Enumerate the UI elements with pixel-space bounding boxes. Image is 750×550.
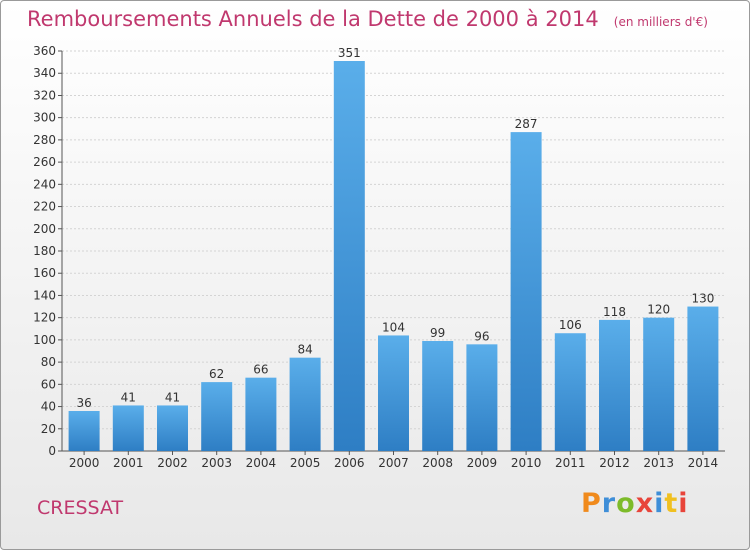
y-tick-label: 340 — [33, 66, 56, 80]
y-tick-label: 240 — [33, 177, 56, 191]
bar-2003 — [201, 382, 233, 451]
bar-2013 — [643, 317, 675, 451]
value-label-2012: 118 — [603, 305, 626, 319]
x-tick-label-2013: 2013 — [643, 456, 674, 470]
value-label-2005: 84 — [297, 343, 312, 357]
bar-2006 — [333, 61, 365, 451]
chart-unit: (en milliers d'€) — [613, 15, 708, 29]
proxiti-logo: Proxiti — [581, 488, 689, 519]
bar-2007 — [378, 335, 409, 451]
x-tick-label-2006: 2006 — [334, 456, 365, 470]
x-tick-label-2012: 2012 — [599, 456, 630, 470]
y-tick-label: 260 — [33, 155, 56, 169]
y-tick-label: 140 — [33, 288, 56, 302]
y-tick-label: 0 — [48, 444, 56, 458]
logo-letter: o — [616, 488, 636, 519]
x-tick-label-2001: 2001 — [113, 456, 144, 470]
logo-letter: i — [678, 488, 689, 519]
y-tick-label: 100 — [33, 333, 56, 347]
bar-2011 — [554, 333, 586, 451]
y-tick-label: 300 — [33, 111, 56, 125]
x-tick-label-2003: 2003 — [201, 456, 232, 470]
value-label-2010: 287 — [515, 117, 538, 131]
value-label-2004: 66 — [253, 363, 268, 377]
bar-2014 — [687, 306, 719, 451]
bar-2005 — [289, 357, 321, 451]
chart-title: Remboursements Annuels de la Dette de 20… — [27, 7, 599, 31]
value-label-2014: 130 — [691, 292, 714, 306]
bar-2000 — [68, 411, 100, 451]
logo-letter: t — [664, 488, 679, 519]
y-tick-label: 160 — [33, 266, 56, 280]
bar-2010 — [510, 132, 542, 451]
value-label-2001: 41 — [121, 390, 136, 404]
y-tick-label: 220 — [33, 200, 56, 214]
y-tick-label: 80 — [41, 355, 56, 369]
bar-2012 — [599, 319, 630, 451]
x-tick-label-2009: 2009 — [467, 456, 498, 470]
value-label-2008: 99 — [430, 326, 445, 340]
bar-2008 — [422, 341, 454, 451]
y-tick-label: 40 — [41, 400, 56, 414]
logo-letter: x — [635, 488, 655, 519]
x-tick-label-2010: 2010 — [511, 456, 542, 470]
value-label-2013: 120 — [647, 303, 670, 317]
y-tick-label: 120 — [33, 311, 56, 325]
value-label-2003: 62 — [209, 367, 224, 381]
x-tick-label-2008: 2008 — [422, 456, 453, 470]
y-tick-label: 320 — [33, 88, 56, 102]
y-tick-label: 360 — [33, 44, 56, 58]
place-name: CRESSAT — [37, 497, 124, 519]
bar-2001 — [112, 405, 144, 451]
x-tick-label-2011: 2011 — [555, 456, 586, 470]
x-tick-label-2005: 2005 — [290, 456, 321, 470]
value-label-2006: 351 — [338, 46, 361, 60]
bar-2004 — [245, 377, 277, 451]
bar-2009 — [466, 344, 498, 451]
y-tick-label: 180 — [33, 244, 56, 258]
logo-letter: i — [654, 488, 665, 519]
x-tick-label-2000: 2000 — [69, 456, 100, 470]
x-tick-label-2007: 2007 — [378, 456, 409, 470]
y-tick-label: 280 — [33, 133, 56, 147]
logo-letter: r — [601, 488, 617, 519]
x-tick-label-2004: 2004 — [246, 456, 277, 470]
bar-2002 — [157, 405, 188, 451]
logo-letter: P — [581, 488, 602, 519]
value-label-2009: 96 — [474, 329, 489, 343]
y-tick-label: 200 — [33, 222, 56, 236]
value-label-2002: 41 — [165, 390, 180, 404]
value-label-2007: 104 — [382, 320, 405, 334]
x-tick-label-2002: 2002 — [157, 456, 188, 470]
title-row: Remboursements Annuels de la Dette de 20… — [27, 7, 708, 31]
y-tick-label: 60 — [41, 377, 56, 391]
value-label-2011: 106 — [559, 318, 582, 332]
bar-chart: 0 20 40 60 80 100 120 140 160 180 200 220 240 260 280 3… — [33, 44, 725, 470]
x-tick-label-2014: 2014 — [688, 456, 719, 470]
y-tick-label: 20 — [41, 422, 56, 436]
value-label-2000: 36 — [76, 396, 91, 410]
